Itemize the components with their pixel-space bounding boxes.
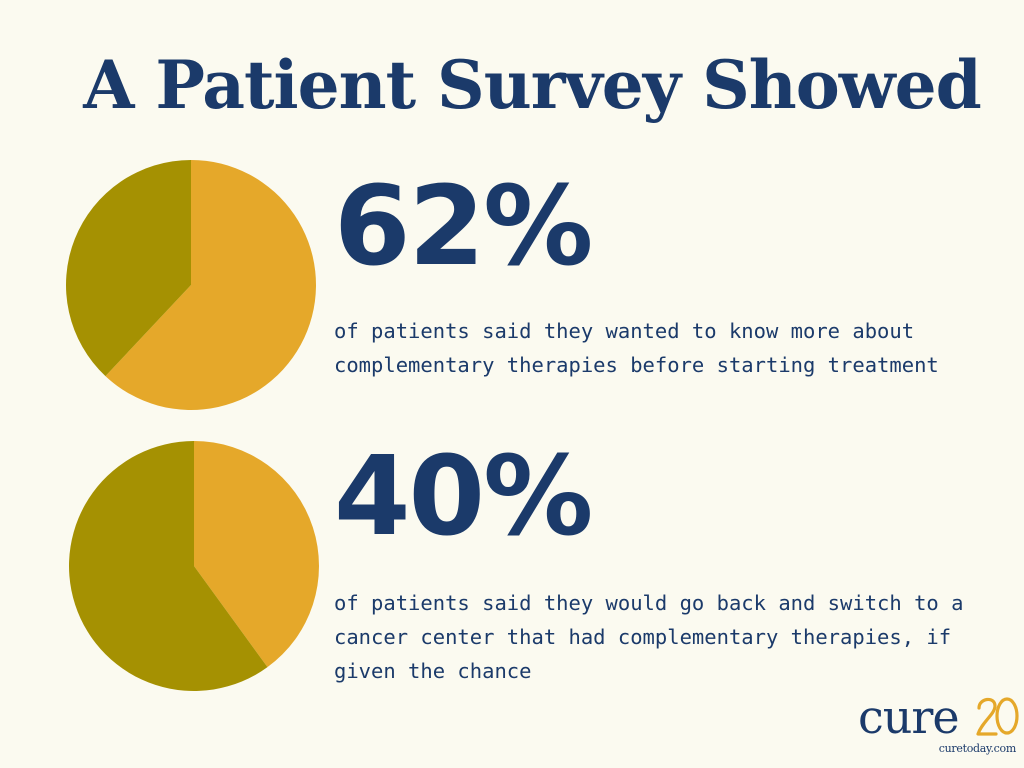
pie-slice-highlight (105, 160, 316, 410)
stat-description-line: given the chance (334, 659, 532, 683)
pie-chart-2 (69, 441, 320, 691)
cure-logo[interactable]: cure curetoday.com (858, 694, 1020, 764)
stat-block-2: 40% of patients said they would go back … (334, 440, 1004, 688)
pie-slice-remainder (65, 160, 191, 377)
stat-block-1: 62% of patients said they wanted to know… (334, 170, 1004, 382)
stat-description-line: of patients said they wanted to know mor… (334, 319, 915, 343)
stat-description: of patients said they wanted to know mor… (334, 314, 1004, 382)
stat-percent: 62% (334, 162, 593, 290)
anniversary-20-mark (976, 697, 1019, 736)
stat-description-line: of patients said they would go back and … (334, 591, 964, 615)
pie-slice-highlight (194, 441, 320, 668)
pie-chart-1 (65, 160, 316, 410)
page-title: A Patient Survey Showed (83, 46, 982, 124)
stat-percent: 40% (334, 432, 593, 560)
logo-url[interactable]: curetoday.com (938, 742, 1017, 755)
logo-wordmark: cure (858, 690, 960, 744)
stat-description: of patients said they would go back and … (334, 586, 1004, 688)
stat-description-line: cancer center that had complementary the… (334, 625, 952, 649)
stat-description-line: complementary therapies before starting … (334, 353, 939, 377)
pie-slice-remainder (69, 441, 268, 691)
